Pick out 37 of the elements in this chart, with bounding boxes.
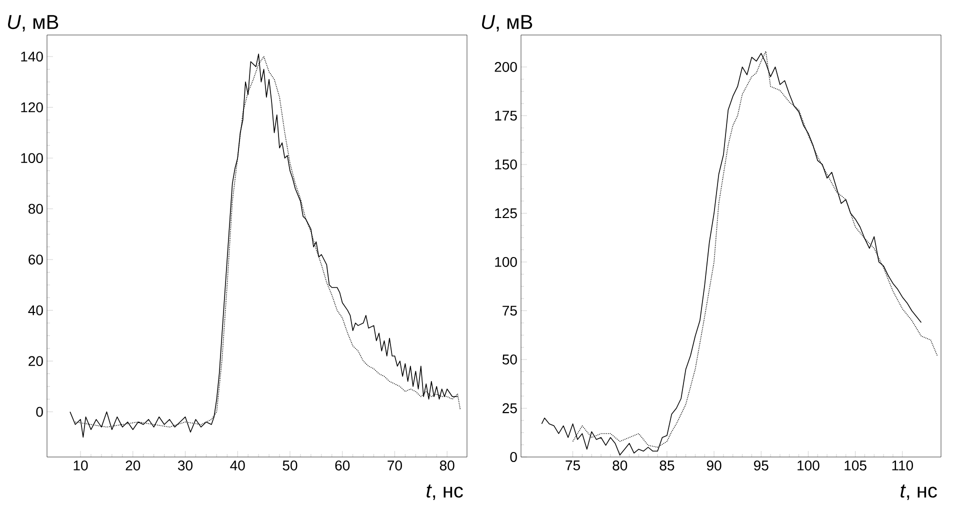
- x-tick-label: 75: [566, 460, 580, 470]
- x-tick-label: 20: [126, 460, 140, 470]
- y-tick-label: 140: [21, 52, 43, 62]
- x-tick-label: 110: [892, 460, 914, 470]
- x-tick-label: 85: [660, 460, 674, 470]
- y-tick-label: 0: [36, 406, 43, 417]
- x-tick-label: 50: [282, 460, 298, 470]
- y-tick-label: 25: [502, 403, 517, 414]
- y-tick-label: 175: [495, 110, 517, 121]
- x-tick-label: 80: [612, 460, 628, 470]
- y-tick-label: 50: [502, 354, 517, 364]
- x-axis-title: t, нс: [426, 484, 463, 500]
- x-tick-label: 100: [798, 460, 820, 470]
- y-tick-label: 100: [21, 153, 43, 164]
- y-tick-label: 60: [28, 254, 43, 265]
- x-tick-label: 10: [74, 460, 88, 470]
- x-tick-label: 95: [754, 460, 768, 470]
- y-tick-label: 75: [502, 306, 517, 316]
- x-tick-label: 40: [230, 460, 245, 470]
- y-axis-title: U, мВ: [8, 15, 58, 32]
- y-tick-label: 150: [495, 160, 517, 170]
- y-tick-label: 100: [495, 257, 517, 267]
- y-tick-label: 0: [510, 452, 517, 462]
- x-tick-label: 30: [178, 460, 192, 470]
- x-tick-label: 80: [440, 460, 454, 470]
- x-axis-title: t, нс: [900, 484, 937, 500]
- x-tick-label: 90: [706, 460, 722, 470]
- y-tick-label: 20: [28, 356, 43, 366]
- x-tick-label: 70: [388, 460, 402, 470]
- y-tick-label: 40: [28, 305, 43, 316]
- y-tick-label: 125: [495, 208, 517, 218]
- y-tick-label: 120: [21, 102, 43, 112]
- x-tick-label: 105: [844, 460, 866, 470]
- y-tick-label: 200: [494, 62, 517, 72]
- x-tick-label: 60: [335, 460, 350, 470]
- y-axis-title: U, мВ: [482, 15, 532, 32]
- y-tick-label: 80: [28, 204, 43, 214]
